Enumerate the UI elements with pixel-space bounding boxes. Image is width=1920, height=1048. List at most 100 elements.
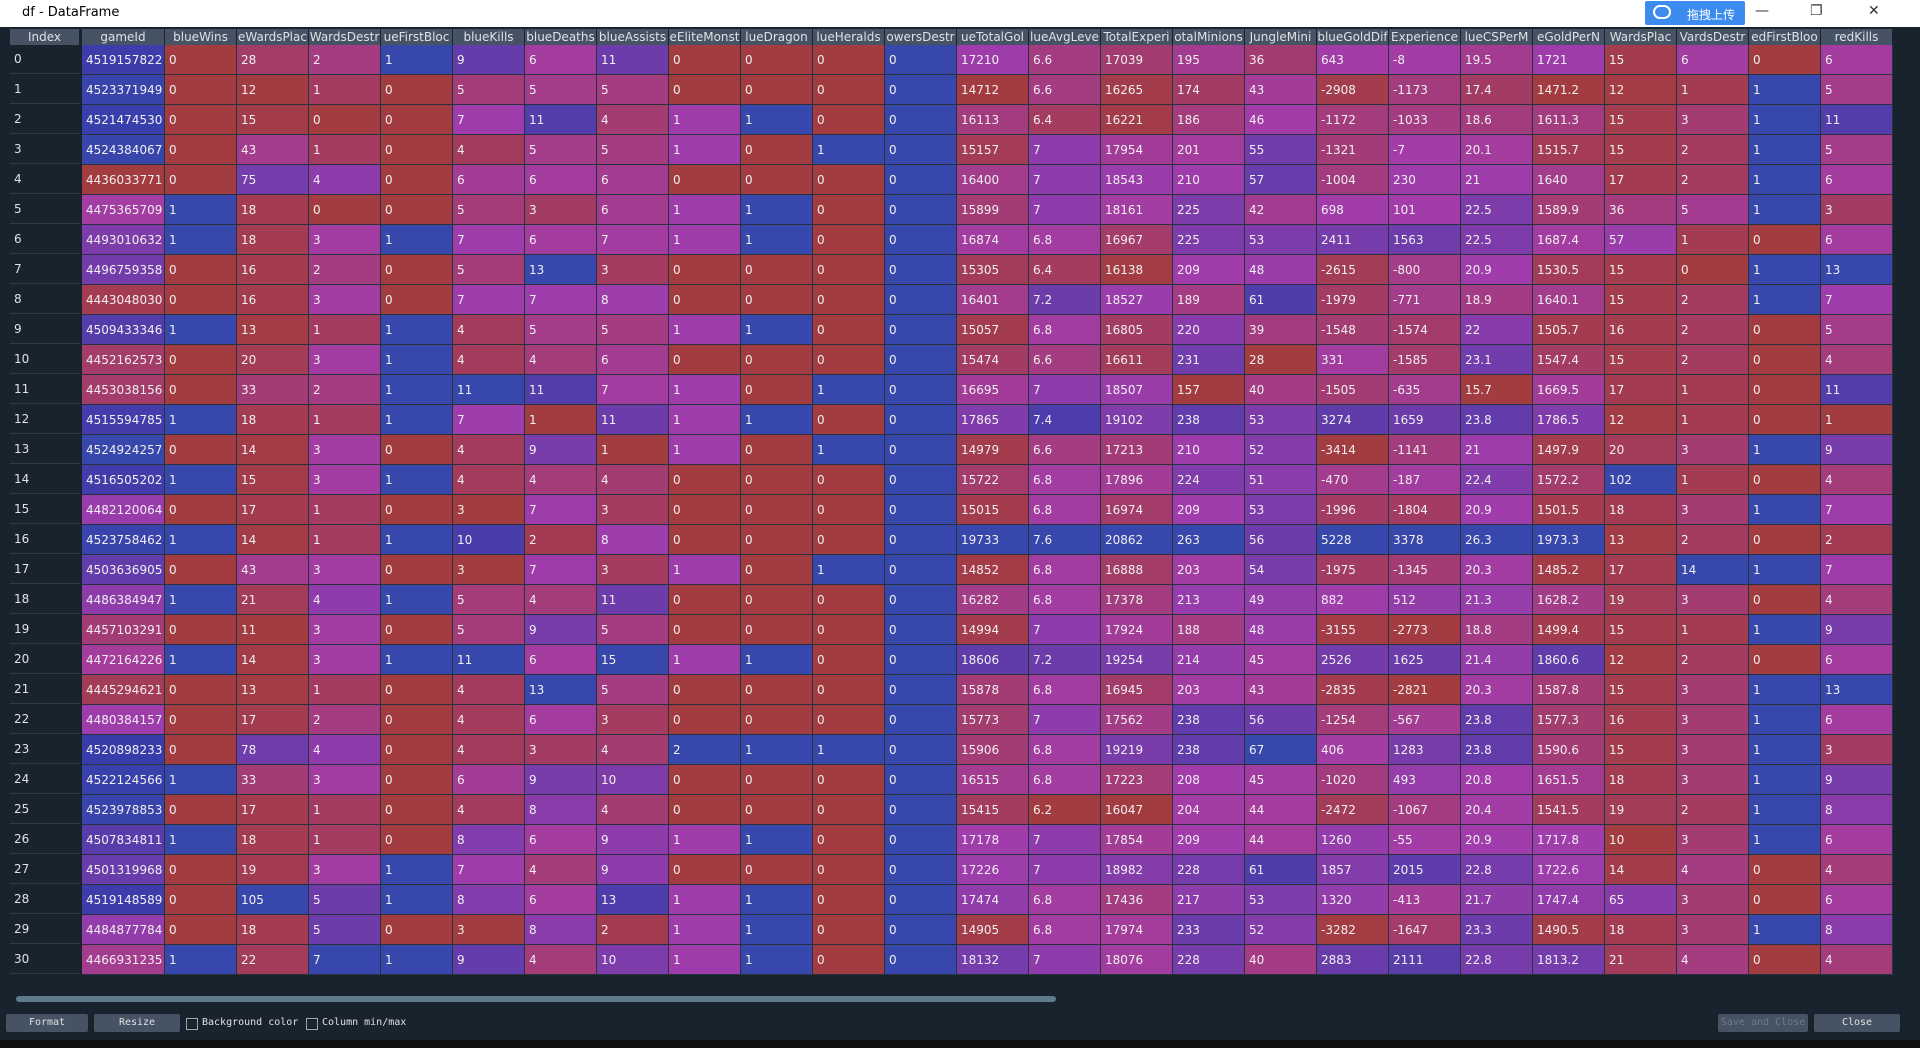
- cell: 0: [885, 675, 957, 705]
- cell: 20.4: [1461, 795, 1533, 825]
- close-button[interactable]: Close: [1814, 1014, 1900, 1032]
- cell: 0: [813, 165, 885, 195]
- maximize[interactable]: ❐: [1810, 3, 1823, 19]
- cell: 1: [1677, 225, 1749, 255]
- cell: 1: [165, 945, 237, 975]
- cell: 18076: [1101, 945, 1173, 975]
- cell: 1: [165, 765, 237, 795]
- row-index: 14: [10, 465, 80, 494]
- cell: 43: [237, 555, 309, 585]
- cell: 53: [1245, 225, 1317, 255]
- cell: 17854: [1101, 825, 1173, 855]
- vertical-scrollbar[interactable]: [1900, 45, 1912, 989]
- resize-button[interactable]: Resize: [94, 1014, 180, 1032]
- cell: 4: [525, 345, 597, 375]
- upload-widget[interactable]: 拖拽上传: [1645, 1, 1745, 25]
- row-index: 2: [10, 105, 80, 134]
- cell: 4515594785: [82, 405, 165, 435]
- cell: 4: [1821, 465, 1893, 495]
- horizontal-scrollbar[interactable]: [10, 994, 1900, 1004]
- cell: 0: [669, 165, 741, 195]
- cell: 0: [669, 285, 741, 315]
- cell: -1505: [1317, 375, 1389, 405]
- minimize[interactable]: —: [1755, 3, 1769, 19]
- cell: 0: [165, 45, 237, 75]
- cell: 16874: [957, 225, 1029, 255]
- cell: 3: [1677, 885, 1749, 915]
- column-minmax-checkbox[interactable]: Column min/max: [306, 1014, 406, 1032]
- save-close-button[interactable]: Save and Close: [1718, 1014, 1808, 1032]
- cell: 14979: [957, 435, 1029, 465]
- cell: 1: [381, 885, 453, 915]
- row-index: 30: [10, 945, 80, 974]
- cell: 15899: [957, 195, 1029, 225]
- cell: 4482120064: [82, 495, 165, 525]
- background-color-checkbox[interactable]: Background color: [186, 1014, 298, 1032]
- cell: 4507834811: [82, 825, 165, 855]
- cell: 0: [885, 795, 957, 825]
- cell: 4523758462: [82, 525, 165, 555]
- cell: 7: [309, 945, 381, 975]
- column-header: lueCSPerM: [1461, 29, 1533, 45]
- cell: 512: [1389, 585, 1461, 615]
- cell: 6: [525, 225, 597, 255]
- cell: 0: [885, 645, 957, 675]
- cell: 7: [1029, 855, 1101, 885]
- cell: 6: [525, 705, 597, 735]
- cell: 8: [453, 825, 525, 855]
- cell: 16974: [1101, 495, 1173, 525]
- cell: 10: [453, 525, 525, 555]
- cell: 16888: [1101, 555, 1173, 585]
- cell: -1172: [1317, 105, 1389, 135]
- close-window[interactable]: ✕: [1868, 3, 1880, 19]
- format-button[interactable]: Format: [6, 1014, 88, 1032]
- cell: 0: [741, 705, 813, 735]
- column-header: lueAvgLeve: [1029, 29, 1101, 45]
- cell: 1669.5: [1533, 375, 1605, 405]
- cell: 19: [237, 855, 309, 885]
- cell: 4457103291: [82, 615, 165, 645]
- cell: 15: [1605, 735, 1677, 765]
- cell: 0: [381, 795, 453, 825]
- cell: 0: [669, 465, 741, 495]
- column-header: eGoldPerN: [1533, 29, 1605, 45]
- cell: 0: [813, 945, 885, 975]
- cell: 1: [309, 825, 381, 855]
- cell: 0: [813, 495, 885, 525]
- cell: 0: [669, 765, 741, 795]
- cell: 0: [1749, 405, 1821, 435]
- cell: 8: [597, 285, 669, 315]
- scroll-handle[interactable]: [16, 996, 1056, 1002]
- cell: 0: [1749, 345, 1821, 375]
- cell: 39: [1245, 315, 1317, 345]
- cell: 17: [1605, 165, 1677, 195]
- cell: 1: [669, 825, 741, 855]
- cell: 8: [453, 885, 525, 915]
- cell: 3: [453, 495, 525, 525]
- cell: 6: [597, 165, 669, 195]
- cell: -1067: [1389, 795, 1461, 825]
- cell: 15722: [957, 465, 1029, 495]
- cell: 7: [1029, 705, 1101, 735]
- cell: 263: [1173, 525, 1245, 555]
- cell: -1020: [1317, 765, 1389, 795]
- cell: 20.3: [1461, 675, 1533, 705]
- cell: 0: [669, 615, 741, 645]
- cell: 22.4: [1461, 465, 1533, 495]
- row-index: 8: [10, 285, 80, 314]
- cell: 0: [669, 705, 741, 735]
- cell: 1: [1677, 75, 1749, 105]
- cell: 0: [813, 255, 885, 285]
- cell: 5228: [1317, 525, 1389, 555]
- cell: 3: [309, 765, 381, 795]
- cell: 4: [453, 795, 525, 825]
- cell: 1563: [1389, 225, 1461, 255]
- row-index: 28: [10, 885, 80, 914]
- cell: 6.6: [1029, 45, 1101, 75]
- cell: 0: [885, 585, 957, 615]
- cell: 4503636905: [82, 555, 165, 585]
- cell: 22.5: [1461, 225, 1533, 255]
- cell: 0: [813, 855, 885, 885]
- cell: 0: [381, 705, 453, 735]
- column-header: ueTotalGol: [957, 29, 1029, 45]
